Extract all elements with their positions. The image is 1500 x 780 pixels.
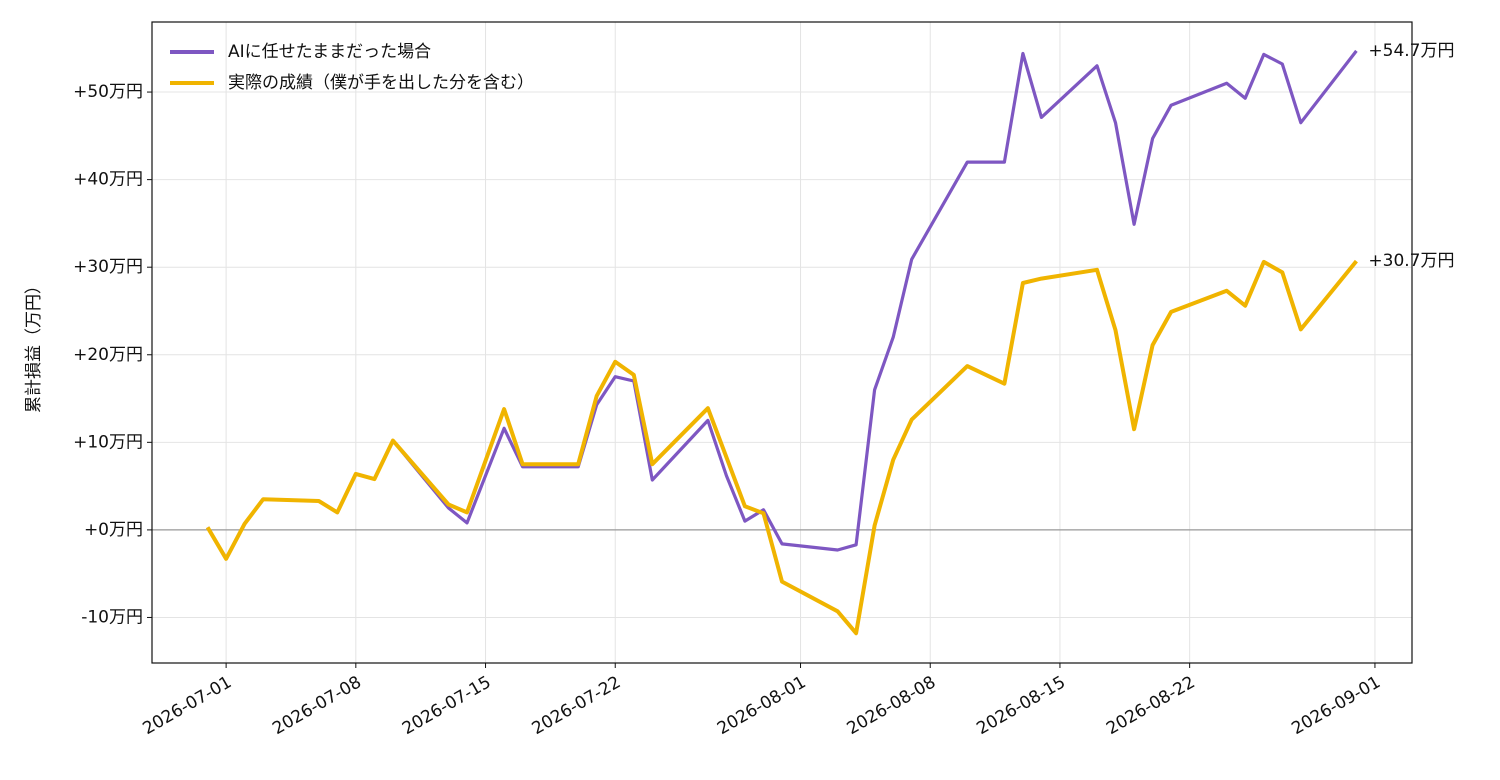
x-tick-label: 2026-08-08 — [844, 672, 940, 739]
x-tick-label: 2026-08-22 — [1103, 672, 1199, 739]
x-tick-label: 2026-07-08 — [269, 672, 365, 739]
y-tick-label: +50万円 — [73, 82, 143, 102]
y-tick-label: -10万円 — [81, 607, 143, 627]
plot-frame — [151, 21, 1413, 664]
x-tick-label: 2026-07-22 — [529, 672, 625, 739]
x-tick-label: 2026-09-01 — [1288, 672, 1384, 739]
y-tick-label: +10万円 — [73, 432, 143, 452]
x-tick-label: 2026-07-15 — [399, 672, 495, 739]
y-tick-label: +20万円 — [73, 345, 143, 365]
y-axis-label: 累計損益（万円） — [24, 277, 44, 413]
legend-label: 実際の成績（僕が手を出した分を含む） — [228, 73, 534, 93]
y-tick-label: +40万円 — [73, 170, 143, 190]
x-tick-label: 2026-08-15 — [973, 672, 1069, 739]
legend-label: AIに任せたままだった場合 — [228, 42, 431, 62]
x-tick-label: 2026-08-01 — [714, 672, 810, 739]
x-tick-label: 2026-07-01 — [140, 672, 236, 739]
y-tick-label: +30万円 — [73, 257, 143, 277]
y-tick-label: +0万円 — [84, 520, 143, 540]
plot-area — [152, 22, 1412, 663]
series-line — [205, 259, 1358, 636]
